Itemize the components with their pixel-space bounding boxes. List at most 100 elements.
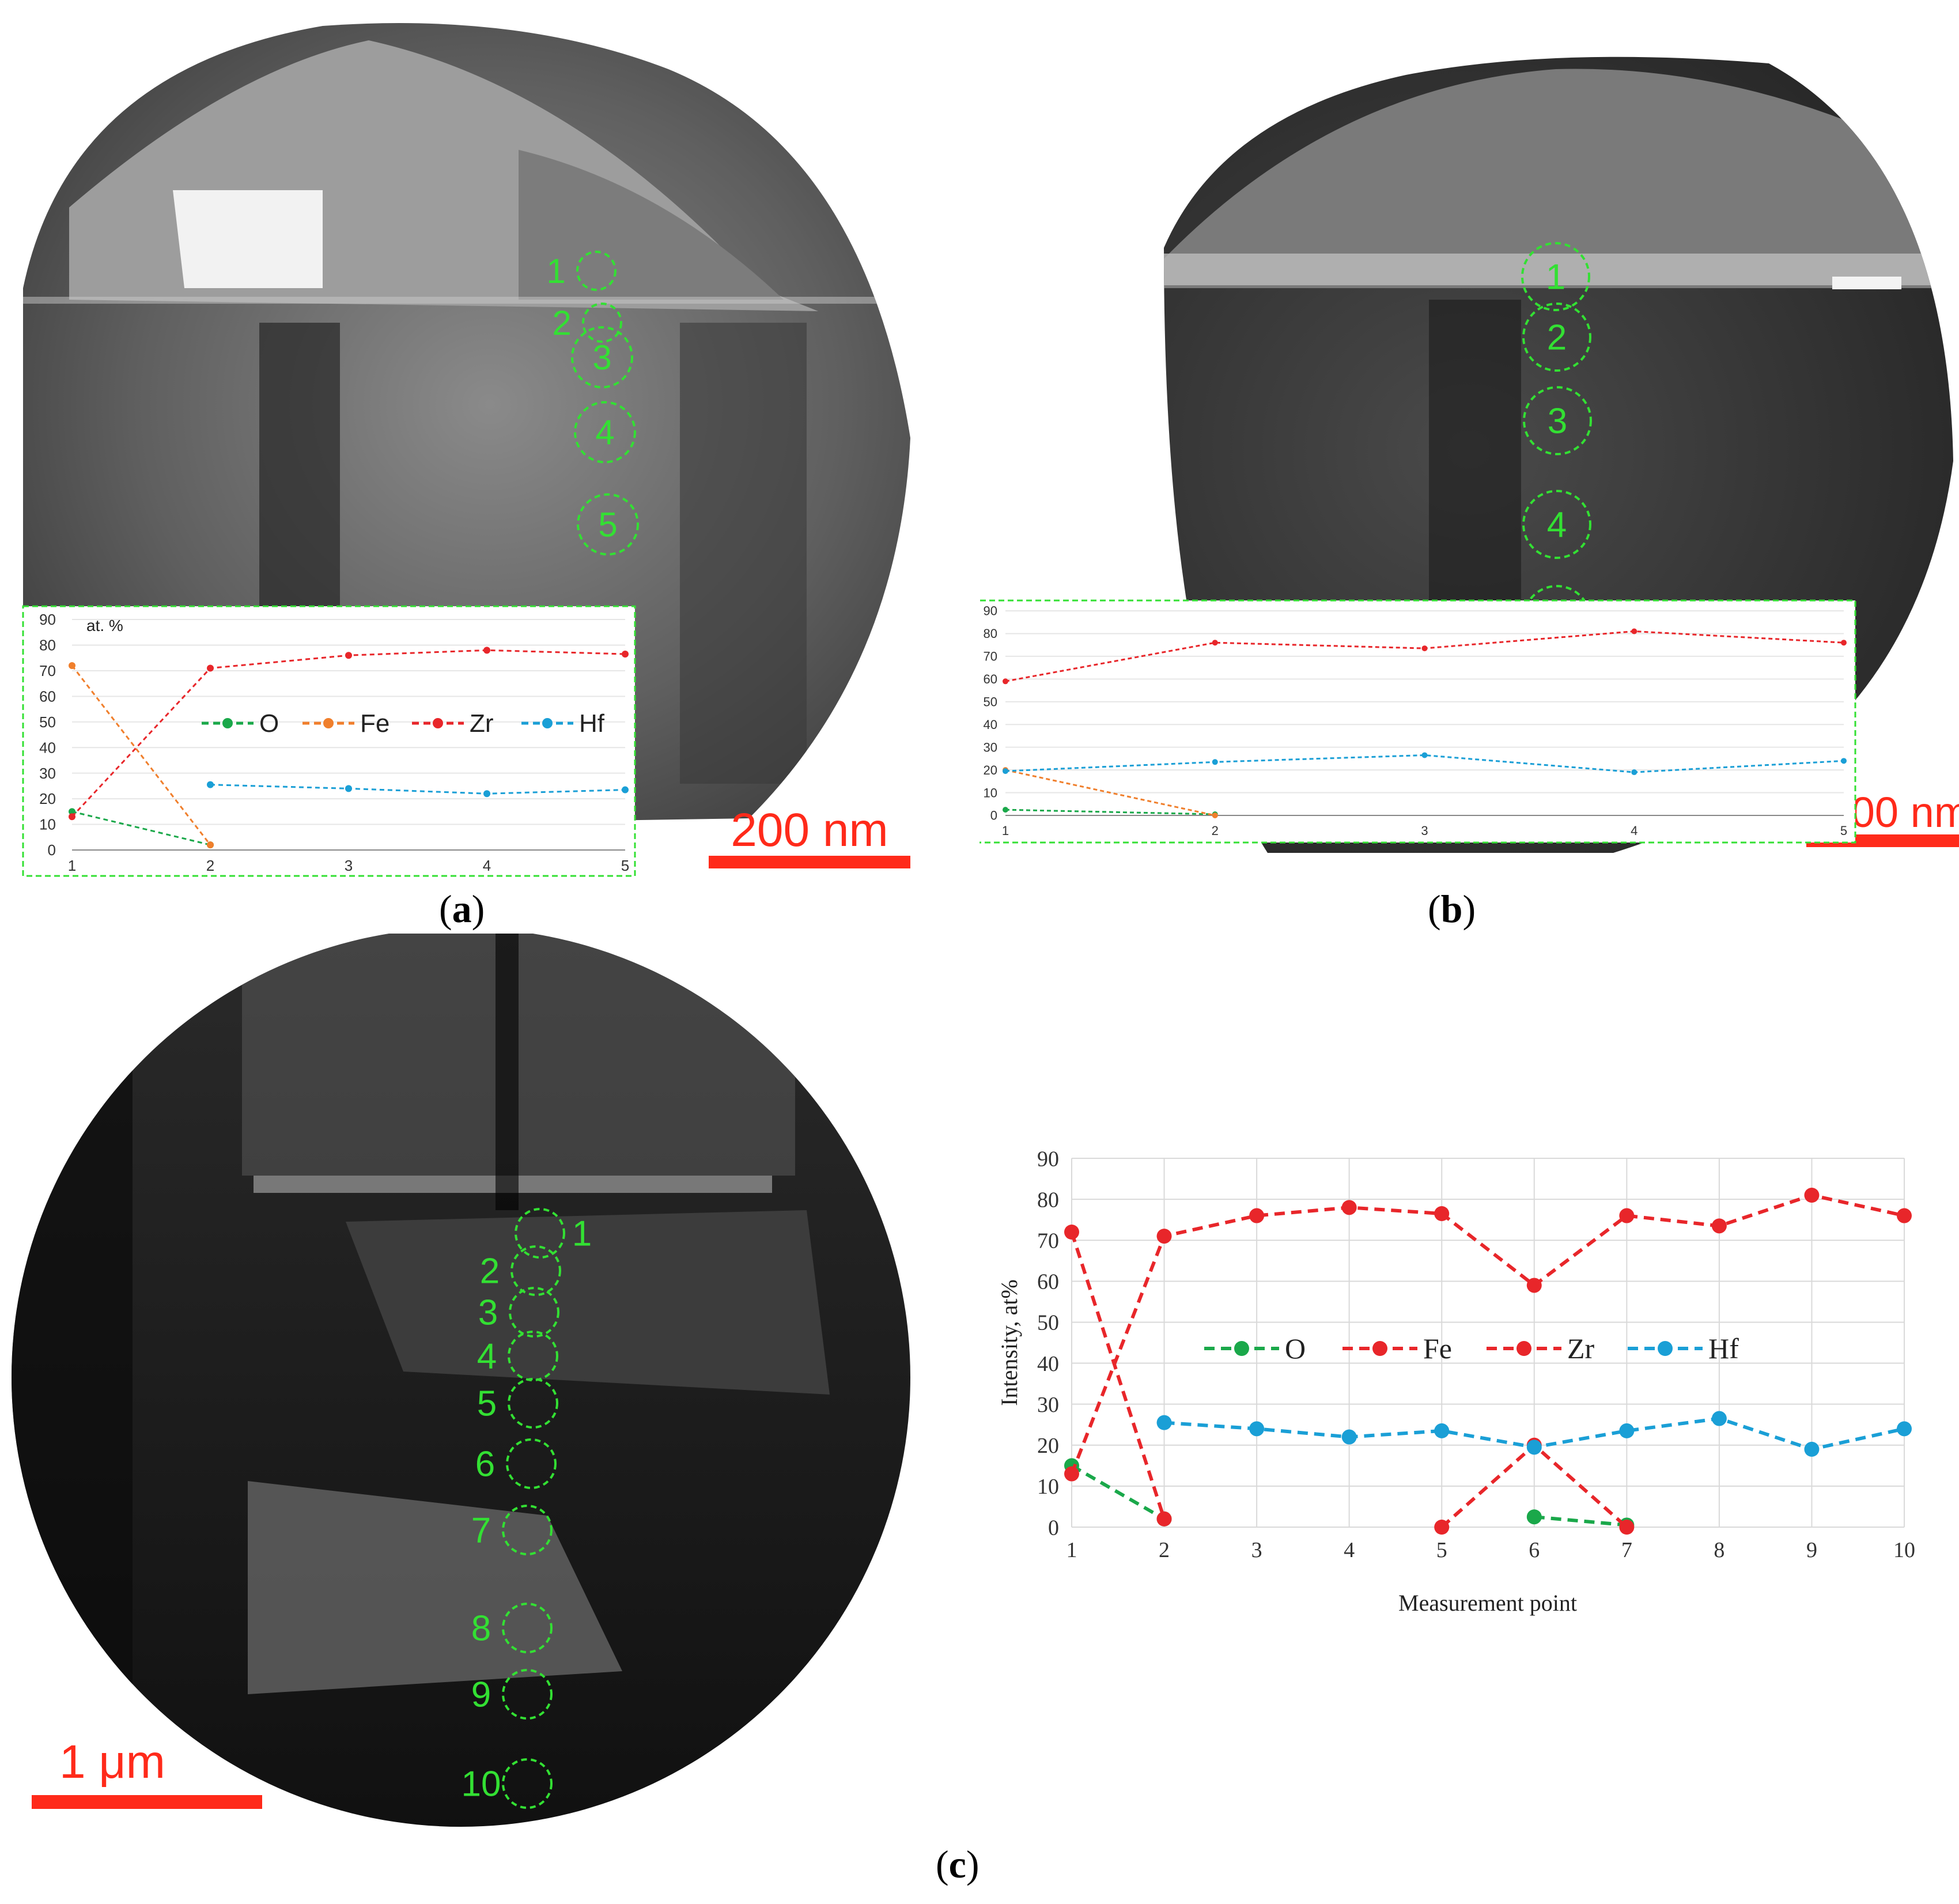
series-line-O xyxy=(1071,1464,1166,1521)
y-tick-label: 90 xyxy=(984,604,997,618)
y-tick-label: 20 xyxy=(984,763,997,777)
data-point-Fe xyxy=(69,662,75,669)
measurement-label-9: 9 xyxy=(471,1675,491,1715)
measurement-circle-1 xyxy=(1521,242,1590,311)
y-tick-label: 80 xyxy=(1037,1188,1059,1212)
legend-label-Fe: Fe xyxy=(360,709,389,738)
measurement-circle-4 xyxy=(508,1331,558,1381)
measurement-label-3: 3 xyxy=(1548,402,1567,441)
measurement-circle-4 xyxy=(1522,490,1591,559)
measurement-label-1: 1 xyxy=(1546,258,1565,297)
data-point-Hf xyxy=(1711,1411,1727,1426)
inset-frame xyxy=(980,599,1856,844)
x-tick-label: 4 xyxy=(1631,823,1637,838)
data-point-s1 xyxy=(1212,813,1218,818)
measurement-label-2: 2 xyxy=(1547,318,1567,358)
legend-marker-Hf xyxy=(1658,1341,1673,1356)
y-tick-label: 60 xyxy=(984,672,997,686)
y-tick-label: 50 xyxy=(1037,1311,1059,1335)
data-point-Zr xyxy=(1711,1218,1727,1234)
data-point-Zr xyxy=(1804,1188,1820,1203)
data-point-s0 xyxy=(1003,807,1008,813)
series-line-Zr xyxy=(1070,1193,1905,1475)
data-point-Zr xyxy=(1897,1208,1912,1223)
inset-chart-a: 0 10 20 30 40 50 60 70 80 90 1 2 3 4 5 at. % O Fe Zr Hf xyxy=(22,605,636,877)
caption-b: (b) xyxy=(1428,887,1476,931)
data-point-Fe xyxy=(1434,1520,1450,1535)
measurement-circle-9 xyxy=(502,1669,553,1720)
measurement-label-4: 4 xyxy=(595,413,614,452)
y-tick-label: 30 xyxy=(984,740,997,754)
legend-label-O: O xyxy=(259,709,279,738)
measurement-label-7: 7 xyxy=(471,1511,491,1551)
y-tick-label: 90 xyxy=(39,611,56,628)
measurement-label-2: 2 xyxy=(480,1252,500,1291)
data-point-s2 xyxy=(1631,628,1637,634)
y-tick-label: 60 xyxy=(1037,1270,1059,1294)
panel-c-chart: 0 10 20 30 40 50 60 70 80 90 1 2 3 4 5 6 7 8 9 10 Intensity,… xyxy=(996,1147,1915,1616)
legend-marker-Hf xyxy=(542,718,553,728)
measurement-circle-5 xyxy=(577,493,639,556)
measurement-label-3: 3 xyxy=(592,338,611,377)
legend-marker-Fe xyxy=(323,718,334,728)
data-point-Zr xyxy=(622,651,629,658)
measurement-label-3: 3 xyxy=(478,1293,498,1333)
data-point-Hf xyxy=(1804,1441,1820,1457)
data-point-Zr xyxy=(1341,1200,1357,1215)
y-tick-label: 80 xyxy=(984,626,997,641)
measurement-label-1: 1 xyxy=(572,1214,592,1254)
y-tick-label: 70 xyxy=(984,649,997,664)
x-axis-title: Measurement point xyxy=(1398,1590,1577,1616)
data-point-Zr xyxy=(1249,1208,1265,1223)
data-point-s3 xyxy=(1212,759,1218,765)
legend-marker-O xyxy=(1234,1341,1249,1356)
series-line-Fe xyxy=(1070,1231,1166,1520)
x-tick-label: 2 xyxy=(1212,823,1219,838)
measurement-circle-3 xyxy=(509,1287,559,1338)
caption-a: (a) xyxy=(439,887,485,931)
measurement-circle-2 xyxy=(582,303,622,343)
series-line-Fe xyxy=(71,665,211,846)
measurement-circle-3 xyxy=(571,326,633,388)
data-point-Zr xyxy=(1156,1229,1172,1244)
data-point-Hf xyxy=(207,781,214,788)
x-tick-label: 8 xyxy=(1714,1538,1724,1562)
measurement-circle-1 xyxy=(576,251,617,291)
scale-bar-label-c: 1 μm xyxy=(59,1736,165,1788)
inset-chart-b: 0 10 20 30 40 50 60 70 80 90 1 2 3 4 5 xyxy=(980,599,1856,844)
y-tick-label: 0 xyxy=(990,809,997,823)
caption-c: (c) xyxy=(936,1842,980,1886)
data-point-s3 xyxy=(1841,758,1847,764)
data-point-Zr xyxy=(1619,1208,1635,1223)
data-point-Fe xyxy=(1156,1511,1172,1527)
y-tick-label: 50 xyxy=(984,694,997,709)
measurement-label-4: 4 xyxy=(1547,505,1567,545)
x-tick-label: 9 xyxy=(1806,1538,1817,1562)
data-point-Hf xyxy=(1249,1421,1265,1437)
legend-label-Hf: Hf xyxy=(579,709,605,738)
y-tick-label: 10 xyxy=(1037,1475,1059,1499)
data-point-Fe xyxy=(1064,1225,1079,1240)
x-tick-label: 7 xyxy=(1621,1538,1632,1562)
measurement-label-5: 5 xyxy=(598,505,617,544)
y-tick-label: 60 xyxy=(39,687,56,705)
legend-marker-Zr xyxy=(1516,1341,1531,1356)
y-tick-label: 70 xyxy=(39,662,56,679)
chart-a-title: at. % xyxy=(86,617,123,634)
measurement-points-c: 1 234 5 6 7 8 9 10 xyxy=(462,1208,592,1809)
y-tick-label: 40 xyxy=(1037,1352,1059,1376)
measurement-circle-5 xyxy=(508,1378,558,1429)
y-tick-label: 30 xyxy=(1037,1393,1059,1417)
data-point-s2 xyxy=(1421,645,1428,652)
series-line-s0 xyxy=(1005,809,1215,815)
measurement-circle-1 xyxy=(515,1208,565,1259)
data-point-Zr xyxy=(1526,1278,1542,1293)
y-tick-label: 70 xyxy=(1037,1229,1059,1253)
series-line-s1 xyxy=(1005,769,1216,817)
measurement-circle-2 xyxy=(510,1245,561,1296)
series-line-s3 xyxy=(1005,754,1844,773)
data-point-Hf xyxy=(1341,1429,1357,1445)
measurement-label-2: 2 xyxy=(552,304,571,342)
